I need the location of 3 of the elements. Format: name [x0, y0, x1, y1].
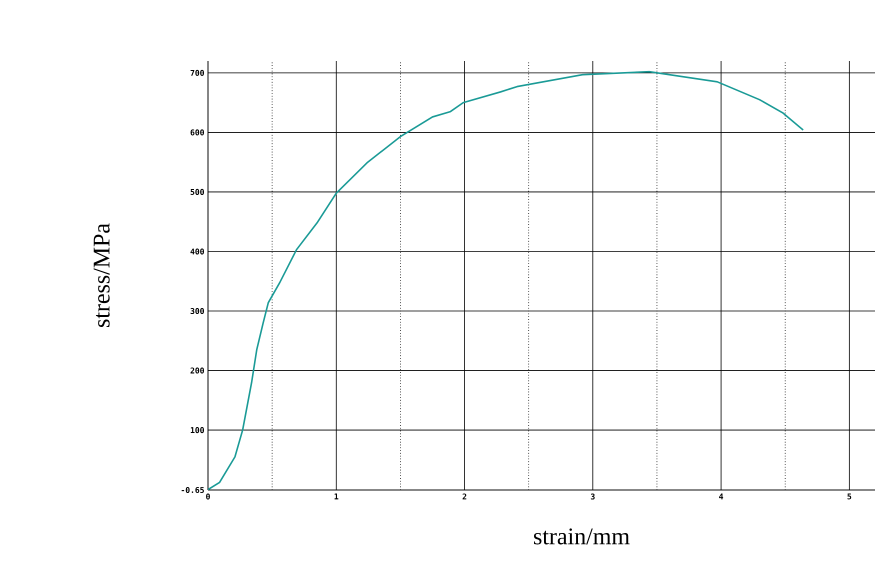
y-axis-title: stress/MPa	[94, 223, 110, 327]
x-axis-title: strain/mm	[534, 528, 630, 544]
line-series	[208, 70, 804, 490]
